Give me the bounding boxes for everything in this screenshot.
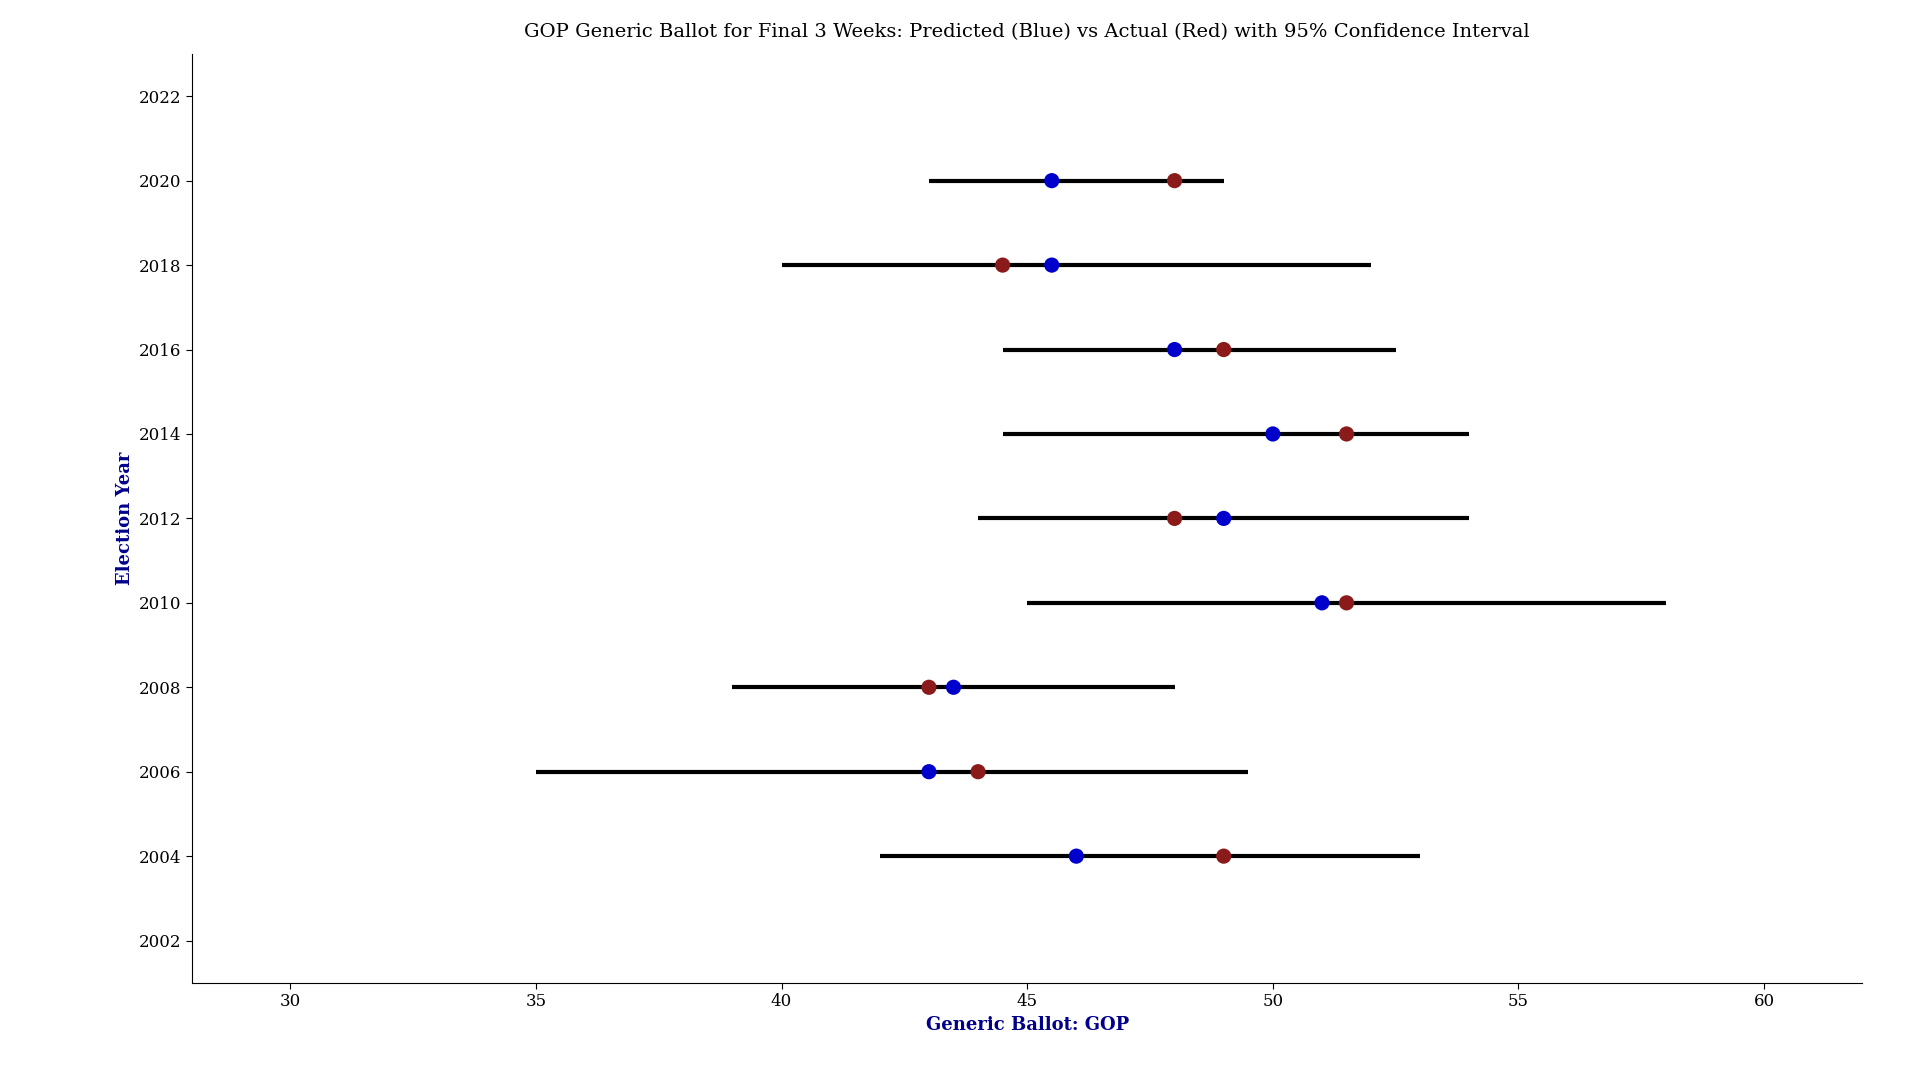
Point: [914, 764, 945, 781]
Point: [1160, 510, 1190, 527]
X-axis label: Generic Ballot: GOP: Generic Ballot: GOP: [925, 1016, 1129, 1034]
Point: [1331, 426, 1361, 443]
Point: [1062, 848, 1092, 865]
Point: [987, 256, 1018, 273]
Point: [1208, 848, 1238, 865]
Point: [1160, 172, 1190, 189]
Point: [1331, 594, 1361, 611]
Point: [914, 678, 945, 696]
Point: [1308, 594, 1338, 611]
Point: [1160, 341, 1190, 359]
Point: [1258, 426, 1288, 443]
Point: [939, 678, 970, 696]
Point: [1208, 510, 1238, 527]
Point: [962, 764, 993, 781]
Point: [1037, 172, 1068, 189]
Point: [1037, 256, 1068, 273]
Title: GOP Generic Ballot for Final 3 Weeks: Predicted (Blue) vs Actual (Red) with 95% : GOP Generic Ballot for Final 3 Weeks: Pr…: [524, 24, 1530, 41]
Point: [1208, 341, 1238, 359]
Y-axis label: Election Year: Election Year: [115, 451, 134, 585]
